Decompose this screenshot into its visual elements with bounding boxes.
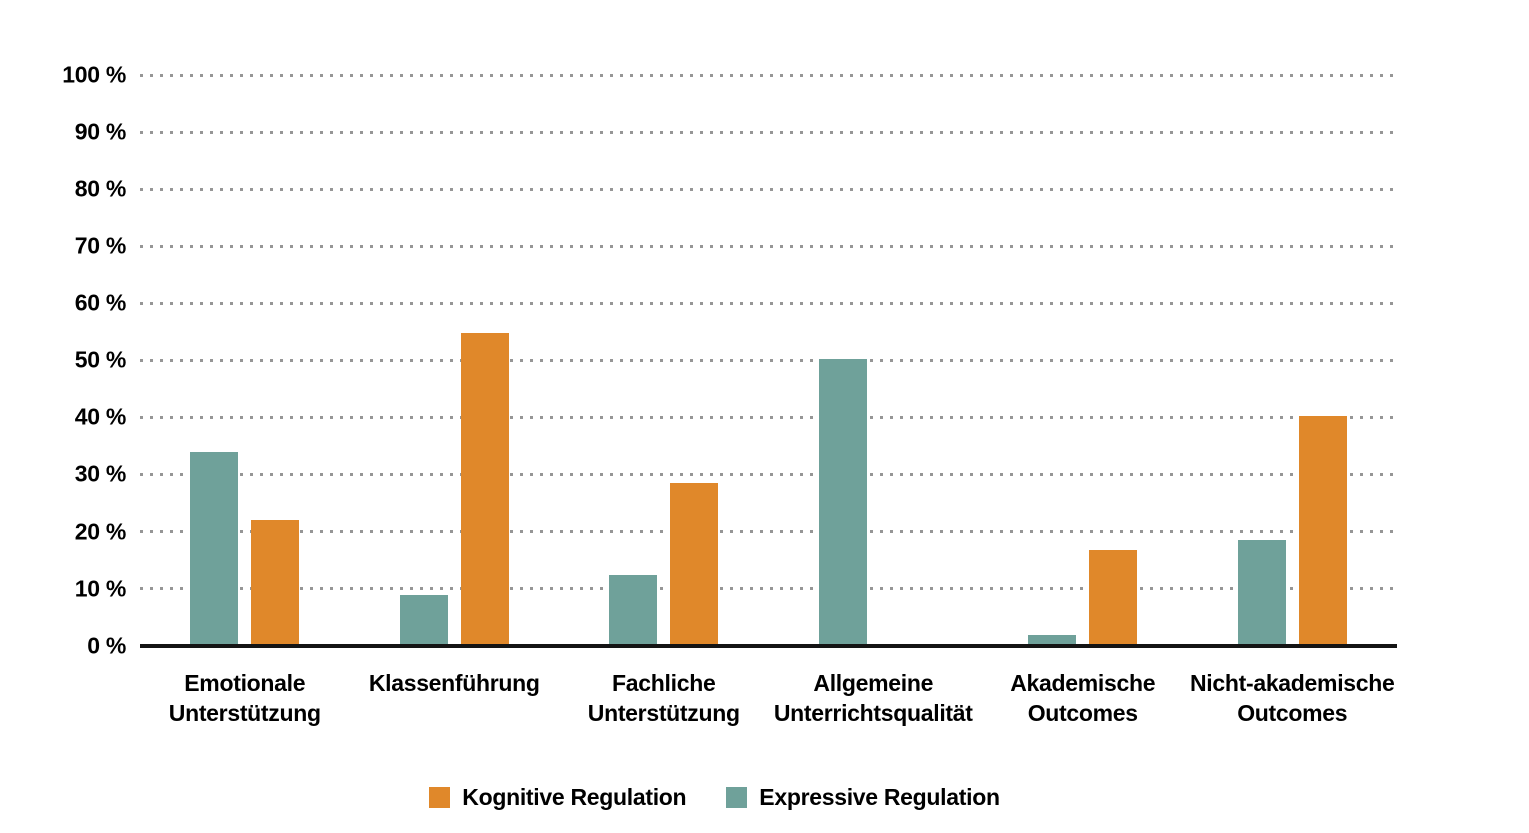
legend-item: Expressive Regulation	[726, 784, 1000, 811]
gridline-10	[140, 587, 1397, 591]
y-tick-label: 100 %	[62, 61, 126, 88]
bar	[1237, 540, 1286, 646]
gridline-50	[140, 359, 1397, 362]
y-tick-label: 60 %	[74, 289, 127, 316]
legend-swatch-icon	[429, 787, 451, 808]
x-category-label: Nicht-akademische Outcomes	[1189, 670, 1395, 726]
bar-groups	[140, 75, 1397, 646]
legend-swatch-icon	[726, 787, 748, 808]
bar-group	[559, 75, 769, 646]
bar-group	[769, 75, 979, 646]
y-tick-label: 80 %	[74, 175, 127, 202]
bar	[190, 451, 239, 646]
bar-group	[350, 75, 560, 646]
gridline-100	[140, 73, 1397, 77]
legend-item: Kognitive Regulation	[429, 784, 687, 811]
y-tick-label: 0 %	[87, 632, 126, 659]
bar	[1298, 415, 1347, 646]
bar-group	[1188, 75, 1398, 646]
y-tick-label: 10 %	[74, 575, 127, 602]
bar	[670, 483, 719, 646]
bar	[818, 358, 867, 646]
x-category-label: Allgemeine Unterrichtsqualität	[773, 670, 973, 726]
bar	[1089, 550, 1138, 646]
plot-area: 100 % 90 % 80 % 70 % 60 % 50 % 40 % 30 % 20 % 10 …	[62, 62, 1397, 658]
bar	[399, 594, 448, 646]
gridline-30	[140, 473, 1397, 477]
y-tick-label: 50 %	[74, 346, 127, 373]
legend: Kognitive Regulation Expressive Regulatio…	[0, 784, 1479, 811]
bar	[1028, 635, 1077, 646]
x-axis-line	[140, 644, 1397, 648]
legend-label: Kognitive Regulation	[462, 784, 687, 810]
bar-group	[140, 75, 350, 646]
x-category-label: Klassenführung	[368, 670, 540, 696]
bar	[251, 520, 300, 646]
y-tick-label: 40 %	[74, 403, 127, 430]
legend-label: Expressive Regulation	[759, 784, 1000, 810]
x-axis-labels: Emotionale Unterstützung Klassenführung Fac…	[140, 668, 1397, 728]
x-category-label: Akademische Outcomes	[1010, 670, 1156, 726]
bar-group	[978, 75, 1188, 646]
gridline-40	[140, 416, 1397, 420]
gridline-80	[140, 187, 1397, 191]
bar	[460, 333, 509, 646]
gridline-60	[140, 301, 1397, 305]
gridline-70	[140, 244, 1397, 248]
y-tick-label: 70 %	[74, 232, 127, 259]
x-category-label: Emotionale Unterstützung	[168, 670, 321, 726]
y-tick-label: 30 %	[74, 461, 127, 488]
bar	[609, 574, 658, 646]
x-category-label: Fachliche Unterstützung	[587, 670, 740, 726]
gridline-90	[140, 130, 1397, 134]
gridline-20	[140, 530, 1397, 534]
y-tick-label: 90 %	[74, 118, 127, 145]
y-tick-label: 20 %	[74, 518, 127, 545]
